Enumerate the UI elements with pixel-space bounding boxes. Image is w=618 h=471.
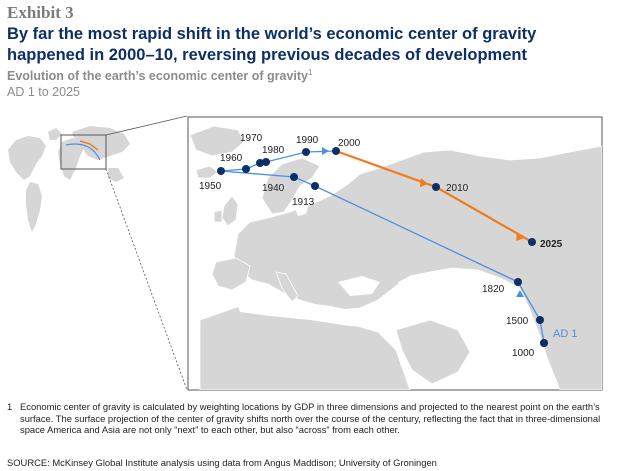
point-2025	[528, 238, 536, 246]
point-1820	[514, 278, 522, 286]
gravity-points	[217, 147, 548, 347]
point-1950	[217, 167, 225, 175]
path-arrowheads	[322, 147, 524, 297]
zoom-connector-top	[105, 115, 188, 136]
point-1500	[536, 316, 544, 324]
source-note: SOURCE: McKinsey Global Institute analys…	[7, 457, 437, 468]
exhibit-label: Exhibit 3	[7, 3, 74, 22]
zoom-connector-bottom	[105, 168, 188, 391]
label-1500: 1500	[506, 316, 529, 327]
label-1820: 1820	[482, 284, 505, 295]
point-1980	[262, 158, 270, 166]
subtitle-text: Evolution of the earth’s economic center…	[7, 69, 308, 84]
point-1000	[540, 339, 548, 347]
inset-water	[236, 192, 412, 328]
point-labels: AD 1 1000 1500 1820 1913 1940 1950 1960 …	[199, 133, 577, 359]
label-1950: 1950	[199, 181, 222, 192]
arabia-landmass	[395, 319, 471, 385]
world-minimap	[8, 126, 130, 232]
iceland-landmass	[195, 165, 219, 179]
subtitle-footnote-marker: 1	[307, 68, 313, 77]
point-1990	[302, 148, 310, 156]
scandinavia-landmass	[261, 157, 321, 215]
page-title: By far the most rapid shift in the world…	[7, 25, 537, 64]
label-ad1: AD 1	[553, 328, 577, 340]
caspian-sea	[398, 278, 412, 312]
label-2025: 2025	[540, 239, 563, 250]
arrowhead-recent-2010	[420, 178, 428, 187]
arrowhead-historical	[322, 147, 329, 155]
label-1940: 1940	[262, 183, 285, 194]
iberia-landmass	[211, 257, 251, 291]
label-2000: 2000	[338, 138, 361, 149]
footnote: 1 Economic center of gravity is calculat…	[7, 401, 607, 436]
label-1000: 1000	[512, 348, 535, 359]
path-arrowheads-recent	[420, 178, 525, 241]
label-1990: 1990	[296, 135, 319, 146]
map-subtitle: Evolution of the earth’s economic center…	[7, 68, 312, 83]
point-1913	[311, 182, 319, 190]
footnote-number: 1	[7, 401, 13, 412]
point-1960	[242, 165, 250, 173]
label-1970: 1970	[240, 133, 263, 144]
arrowhead-early	[516, 290, 524, 297]
black-sea	[338, 276, 380, 296]
eurasia-landmass	[233, 145, 602, 390]
arrowhead-recent-2025	[516, 232, 525, 241]
point-2000	[332, 147, 340, 155]
ireland-landmass	[213, 209, 223, 223]
date-range: AD 1 to 2025	[7, 85, 80, 99]
mediterranean-sea	[236, 296, 390, 328]
label-1913: 1913	[292, 197, 315, 208]
minimap-path-recent	[79, 140, 99, 151]
point-2010	[432, 183, 440, 191]
italy-landmass	[275, 271, 299, 303]
label-2010: 2010	[446, 183, 469, 194]
label-1960: 1960	[220, 153, 243, 164]
minimap-path-historical	[65, 143, 101, 161]
point-1940	[290, 173, 298, 181]
point-1970	[256, 159, 264, 167]
footnote-text: Economic center of gravity is calculated…	[20, 401, 601, 435]
map-figure: AD 1 1000 1500 1820 1913 1940 1950 1960 …	[8, 115, 603, 391]
minimap-zoom-box	[60, 134, 107, 170]
greenland-landmass	[189, 125, 245, 157]
label-1980: 1980	[262, 145, 285, 156]
baltic-sea	[294, 192, 310, 216]
